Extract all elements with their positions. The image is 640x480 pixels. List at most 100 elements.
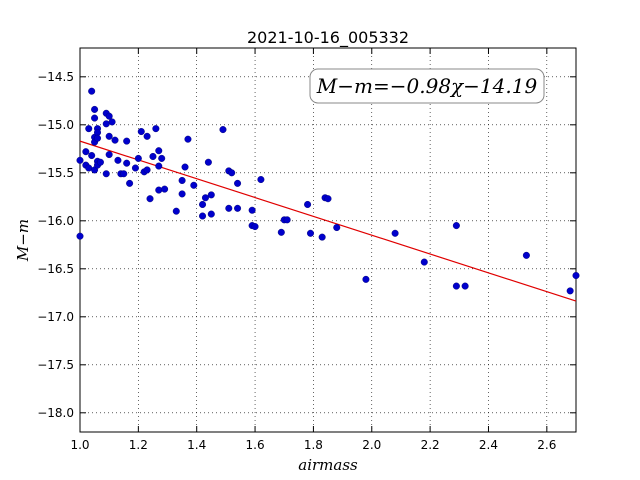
data-point [155, 147, 163, 155]
data-point [199, 212, 207, 220]
data-point [420, 258, 428, 266]
data-point [304, 200, 312, 208]
data-point [88, 87, 96, 95]
y-tick-label: −17.5 [37, 358, 74, 372]
x-tick-label: 1.8 [304, 438, 323, 452]
data-point [201, 194, 209, 202]
data-point [178, 190, 186, 198]
x-tick-label: 2.2 [421, 438, 440, 452]
data-point [461, 282, 469, 290]
y-tick-label: −17.0 [37, 310, 74, 324]
data-point [181, 163, 189, 171]
x-tick-label: 1.4 [187, 438, 206, 452]
data-point [283, 216, 291, 224]
data-point [178, 176, 186, 184]
data-point [219, 126, 227, 134]
chart-title: 2021-10-16_005332 [247, 28, 409, 48]
data-point [91, 105, 99, 113]
data-point [204, 158, 212, 166]
data-point [114, 156, 122, 164]
data-point [566, 287, 574, 295]
data-point [120, 170, 128, 178]
x-tick-label: 2.0 [362, 438, 381, 452]
data-point [155, 186, 163, 194]
y-tick-label: −14.5 [37, 70, 74, 84]
data-point [149, 152, 157, 160]
data-point [76, 232, 84, 240]
data-point [234, 204, 242, 212]
data-point [76, 156, 84, 164]
fit-line [79, 140, 577, 302]
data-point [123, 159, 131, 167]
data-point [108, 118, 116, 126]
x-tick-label: 1.2 [129, 438, 148, 452]
data-point [102, 120, 110, 128]
data-point [152, 125, 160, 133]
y-tick-label: −18.0 [37, 406, 74, 420]
data-point [277, 228, 285, 236]
data-point [522, 251, 530, 259]
data-point [155, 162, 163, 170]
data-point [96, 158, 104, 166]
data-point [184, 135, 192, 143]
x-tick-label: 1.6 [246, 438, 265, 452]
axis-ticks [79, 48, 576, 432]
data-points [76, 87, 580, 295]
data-point [228, 169, 236, 177]
data-point [146, 195, 154, 203]
data-point [158, 154, 166, 162]
data-point [85, 164, 93, 172]
data-point [82, 148, 90, 156]
data-point [306, 229, 314, 237]
y-tick-label: −15.0 [37, 118, 74, 132]
data-point [88, 152, 96, 160]
data-point [137, 128, 145, 136]
x-axis-label: airmass [298, 456, 358, 474]
y-tick-label: −15.5 [37, 166, 74, 180]
data-point [105, 132, 113, 140]
data-point [134, 154, 142, 162]
data-point [111, 136, 119, 144]
data-point [94, 134, 102, 142]
data-point [143, 166, 151, 174]
x-tick-label: 2.6 [537, 438, 556, 452]
data-point [362, 275, 370, 283]
data-point [123, 137, 131, 145]
y-axis-label: M−m [14, 219, 32, 262]
data-point [207, 210, 215, 218]
data-point [190, 181, 198, 189]
data-point [452, 222, 460, 230]
data-point [207, 191, 215, 199]
plot-frame [79, 47, 577, 433]
data-point [251, 223, 259, 231]
data-point [333, 224, 341, 232]
data-point [257, 176, 265, 184]
fit-equation: M−m=−0.98χ−14.19 [316, 74, 538, 98]
data-point [172, 207, 180, 215]
tick-labels: 1.0 1.2 1.4 1.6 1.8 2.0 2.2 2.4 2.6 −14.5 −15.0 −15… [37, 70, 556, 452]
data-point [324, 195, 332, 203]
data-point [248, 206, 256, 214]
data-point [391, 229, 399, 237]
data-point [452, 282, 460, 290]
data-point [131, 164, 139, 172]
x-tick-label: 1.0 [70, 438, 89, 452]
y-tick-label: −16.5 [37, 262, 74, 276]
data-point [225, 204, 233, 212]
data-point [572, 272, 580, 280]
data-point [143, 132, 151, 140]
y-tick-label: −16.0 [37, 214, 74, 228]
data-point [91, 114, 99, 122]
data-point [318, 233, 326, 241]
data-point [105, 112, 113, 120]
data-point [199, 200, 207, 208]
data-point [126, 179, 134, 187]
data-point [102, 170, 110, 178]
x-tick-label: 2.4 [479, 438, 498, 452]
fit-annotation: M−m=−0.98χ−14.19 [309, 68, 545, 104]
annotation-box [309, 68, 545, 104]
data-point [161, 185, 169, 193]
data-point [105, 151, 113, 159]
data-point [85, 125, 93, 133]
